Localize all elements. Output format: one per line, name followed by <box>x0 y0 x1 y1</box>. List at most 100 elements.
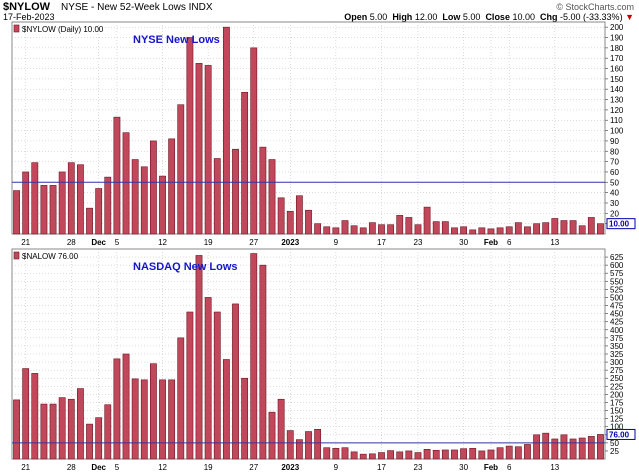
chart-date: 17-Feb-2023 <box>3 12 55 22</box>
nasdaq-last-value-box <box>606 428 636 440</box>
nasdaq-x-tick-label: 21 <box>21 463 30 472</box>
nyse-bar <box>387 224 395 235</box>
nyse-bar <box>505 226 513 235</box>
nasdaq-bar <box>405 450 413 460</box>
nasdaq-bar <box>496 447 504 460</box>
nasdaq-x-tick-label: 6 <box>507 463 512 472</box>
nyse-bar <box>40 185 48 235</box>
nasdaq-y-tick-label: 325 <box>610 350 624 359</box>
nasdaq-bar <box>587 436 595 460</box>
nyse-y-tick-label: 80 <box>610 147 619 156</box>
nasdaq-y-tick-label: 625 <box>610 253 624 262</box>
nyse-x-tick-label: 30 <box>459 238 468 247</box>
nasdaq-bar <box>259 264 267 460</box>
nyse-x-tick-label: Dec <box>91 238 106 247</box>
nyse-y-tick-label: 150 <box>610 75 624 84</box>
nyse-bar <box>13 190 20 235</box>
nasdaq-y-tick-label: 575 <box>610 269 624 278</box>
nyse-legend-label: $NYLOW (Daily) 10.00 <box>22 25 104 34</box>
nasdaq-bar <box>22 368 30 460</box>
nyse-y-tick-label: 70 <box>610 158 619 167</box>
nasdaq-y-tick-label: 425 <box>610 318 624 327</box>
nasdaq-bar <box>177 337 185 460</box>
nyse-x-tick-label: 23 <box>414 238 423 247</box>
nyse-y-tick-label: 40 <box>610 189 619 198</box>
nasdaq-bar <box>250 253 258 460</box>
nyse-bar <box>49 185 57 235</box>
nyse-bar <box>378 224 385 235</box>
nyse-bar <box>350 225 358 235</box>
chg-value: -5.00 (-33.33%) <box>560 12 623 22</box>
nasdaq-bar <box>204 297 212 460</box>
nyse-bar <box>533 223 540 235</box>
nyse-y-tick-label: 20 <box>610 209 619 218</box>
nyse-x-tick-label: 21 <box>21 238 30 247</box>
nyse-x-tick-label: 2023 <box>281 238 299 247</box>
nasdaq-y-tick-label: 600 <box>610 261 624 270</box>
nyse-y-tick-label: 90 <box>610 137 619 146</box>
nasdaq-bar <box>222 359 230 460</box>
nyse-legend-swatch <box>13 24 20 33</box>
nasdaq-x-tick-label: Feb <box>484 463 498 472</box>
nasdaq-x-tick-label: 27 <box>249 463 258 472</box>
nasdaq-bar <box>186 311 194 460</box>
nasdaq-x-tick-label: 2023 <box>281 463 299 472</box>
nasdaq-bar <box>140 379 148 460</box>
nyse-bar <box>332 227 340 235</box>
nyse-bar <box>186 37 194 235</box>
nasdaq-bar <box>460 448 467 460</box>
nyse-x-tick-label: 9 <box>334 238 339 247</box>
nyse-bar <box>195 63 203 235</box>
nasdaq-bar <box>314 428 322 460</box>
nyse-bar <box>122 132 130 235</box>
nyse-bar <box>286 210 294 235</box>
nasdaq-bar <box>113 358 121 460</box>
nyse-bar <box>405 217 413 235</box>
nyse-panel: 1020304050607080901001101201301401501601… <box>11 21 636 247</box>
nasdaq-bar <box>578 437 586 460</box>
nyse-bar <box>524 226 531 235</box>
nasdaq-bar <box>505 445 513 460</box>
nyse-bar <box>496 227 504 235</box>
symbol-name: NYSE - New 52-Week Lows INDX <box>61 2 213 13</box>
nasdaq-y-tick-label: 550 <box>610 277 624 286</box>
nyse-bar <box>551 218 559 235</box>
nyse-bar <box>31 162 39 235</box>
nasdaq-y-tick-label: 175 <box>610 398 624 407</box>
nyse-y-tick-label: 200 <box>610 23 624 32</box>
nasdaq-bar <box>350 451 358 460</box>
nyse-bar <box>204 65 212 235</box>
symbol-label: $NYLOW <box>3 1 51 13</box>
nasdaq-bar <box>305 431 312 460</box>
nyse-bar <box>569 220 577 235</box>
nyse-bar <box>95 188 103 235</box>
nasdaq-x-tick-label: 28 <box>67 463 76 472</box>
nyse-bar <box>578 225 586 235</box>
nasdaq-legend-label: $NALOW 76.00 <box>22 252 79 261</box>
nyse-bar <box>168 138 176 235</box>
nasdaq-y-tick-label: 25 <box>610 447 619 456</box>
nyse-x-tick-label: 17 <box>377 238 386 247</box>
nasdaq-bar <box>241 377 249 460</box>
nasdaq-panel: 2550751001251501752002252502753003253503… <box>11 248 636 472</box>
nasdaq-y-tick-label: 100 <box>610 423 624 432</box>
nasdaq-y-tick-label: 50 <box>610 439 619 448</box>
nasdaq-x-tick-label: 12 <box>158 463 167 472</box>
nyse-bar <box>323 226 331 235</box>
nasdaq-bar <box>122 353 130 460</box>
nyse-chart-title: NYSE New Lows <box>133 34 220 46</box>
nasdaq-bar <box>423 449 431 460</box>
nyse-bar <box>423 206 431 235</box>
nasdaq-bar <box>514 446 522 460</box>
close-value: 10.00 <box>512 12 535 22</box>
nyse-bar <box>359 227 367 235</box>
nyse-y-tick-label: 160 <box>610 65 624 74</box>
nasdaq-bar <box>533 434 540 460</box>
nyse-bar <box>432 221 440 235</box>
nasdaq-bar <box>95 417 103 460</box>
nasdaq-bar <box>58 397 66 460</box>
nasdaq-bar <box>77 388 84 460</box>
nyse-bar <box>441 221 449 235</box>
open-value: 5.00 <box>369 12 388 22</box>
nasdaq-bar <box>341 447 349 460</box>
